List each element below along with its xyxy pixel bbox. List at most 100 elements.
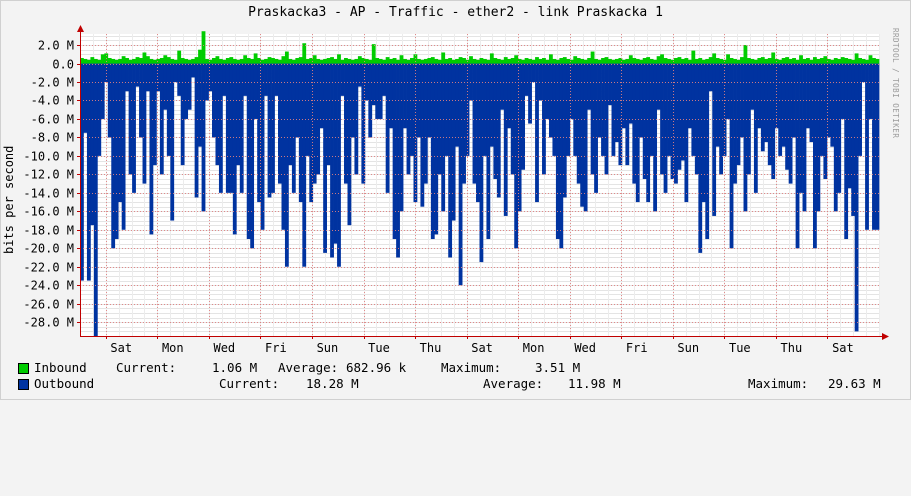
inbound-bar: [632, 58, 637, 64]
inbound-bar: [872, 58, 876, 64]
outbound-bar: [698, 63, 703, 253]
inbound-bar: [489, 53, 494, 64]
inbound-average-value: 682.96 k: [346, 360, 407, 375]
outbound-bar: [813, 63, 817, 249]
outbound-bar: [218, 63, 223, 193]
inbound-bar: [107, 58, 112, 64]
inbound-bar: [403, 58, 407, 64]
inbound-legend-swatch: [18, 363, 29, 374]
inbound-bar: [569, 59, 574, 64]
outbound-bar: [312, 63, 317, 184]
outbound-bar: [517, 63, 522, 212]
x-axis-arrow: [882, 333, 889, 340]
inbound-bar: [191, 58, 195, 64]
inbound-bar: [740, 57, 744, 64]
inbound-bar: [330, 57, 334, 64]
outbound-bar: [104, 63, 109, 83]
inbound-bar: [493, 58, 498, 64]
inbound-bar: [746, 58, 751, 64]
inbound-bar: [590, 51, 595, 64]
inbound-bar: [705, 58, 710, 64]
outbound-bar: [423, 63, 428, 184]
inbound-bar: [792, 58, 796, 64]
inbound-bar: [694, 58, 699, 64]
inbound-bar: [580, 58, 585, 64]
inbound-average-label: Average:: [278, 360, 339, 375]
outbound-bar: [840, 63, 845, 119]
inbound-bar: [687, 59, 692, 64]
outbound-bar: [305, 63, 310, 156]
outbound-bar: [135, 63, 140, 87]
inbound-bar: [851, 59, 856, 64]
inbound-bar: [142, 52, 147, 64]
inbound-bar: [503, 57, 508, 64]
outbound-bar: [726, 63, 730, 119]
inbound-bar: [350, 59, 355, 64]
outbound-bar: [406, 63, 411, 175]
y-tick-label: -12.0 M: [23, 168, 74, 182]
outbound-bar: [333, 63, 338, 244]
inbound-bar: [611, 59, 616, 64]
outbound-bar: [715, 63, 720, 147]
y-tick-label: -10.0 M: [23, 150, 74, 164]
outbound-bar: [128, 63, 133, 175]
x-tick-label: Tue: [729, 341, 751, 355]
inbound-bar: [253, 53, 258, 64]
outbound-bar: [680, 63, 685, 161]
x-tick-label: Sat: [110, 341, 132, 355]
inbound-bar: [337, 54, 341, 64]
inbound-bar: [653, 59, 658, 64]
inbound-bar: [135, 57, 140, 64]
inbound-bar: [809, 59, 814, 64]
outbound-bar: [100, 63, 105, 119]
outbound-bar: [799, 63, 803, 193]
inbound-bar: [392, 58, 397, 64]
inbound-bar: [146, 56, 150, 64]
x-tick-label: Thu: [420, 341, 442, 355]
outbound-bar: [479, 63, 484, 263]
outbound-bar: [330, 63, 334, 258]
inbound-bar: [399, 55, 404, 64]
y-tick-label: -16.0 M: [23, 205, 74, 219]
outbound-bar: [267, 63, 272, 198]
outbound-bar: [86, 63, 91, 281]
inbound-bar: [173, 59, 178, 64]
outbound-bar: [667, 63, 671, 156]
inbound-bar: [823, 56, 828, 64]
outbound-bar: [507, 63, 512, 129]
inbound-bar: [587, 58, 592, 64]
outbound-bar: [364, 63, 369, 101]
inbound-bar: [423, 58, 428, 64]
outbound-bar: [284, 63, 289, 267]
outbound-bar: [288, 63, 293, 166]
inbound-bar: [628, 55, 633, 64]
outbound-bar: [594, 63, 598, 193]
inbound-bar: [507, 58, 512, 64]
inbound-current-value: 1.06 M: [212, 360, 258, 375]
outbound-bar: [587, 63, 592, 110]
inbound-bar: [813, 57, 817, 64]
outbound-bar: [486, 63, 491, 240]
outbound-bar: [573, 63, 578, 156]
outbound-bar: [177, 63, 182, 96]
outbound-bar: [389, 63, 393, 129]
outbound-bar: [482, 63, 487, 156]
inbound-bar: [559, 58, 564, 64]
outbound-average-value: 11.98 M: [568, 376, 621, 391]
inbound-bar: [170, 58, 175, 64]
inbound-bar: [469, 56, 473, 64]
inbound-bar: [361, 58, 366, 64]
inbound-bar: [576, 58, 581, 64]
inbound-legend-name: Inbound: [34, 360, 87, 375]
outbound-bar: [180, 63, 185, 166]
inbound-bar: [788, 58, 793, 64]
inbound-bar: [608, 58, 612, 64]
outbound-bar: [500, 63, 505, 110]
inbound-bar: [187, 59, 192, 64]
inbound-bar: [726, 54, 730, 64]
inbound-bar: [517, 58, 522, 64]
inbound-bar: [510, 58, 515, 64]
inbound-bar: [479, 58, 484, 64]
inbound-bar: [100, 54, 105, 64]
outbound-bar: [868, 63, 873, 119]
